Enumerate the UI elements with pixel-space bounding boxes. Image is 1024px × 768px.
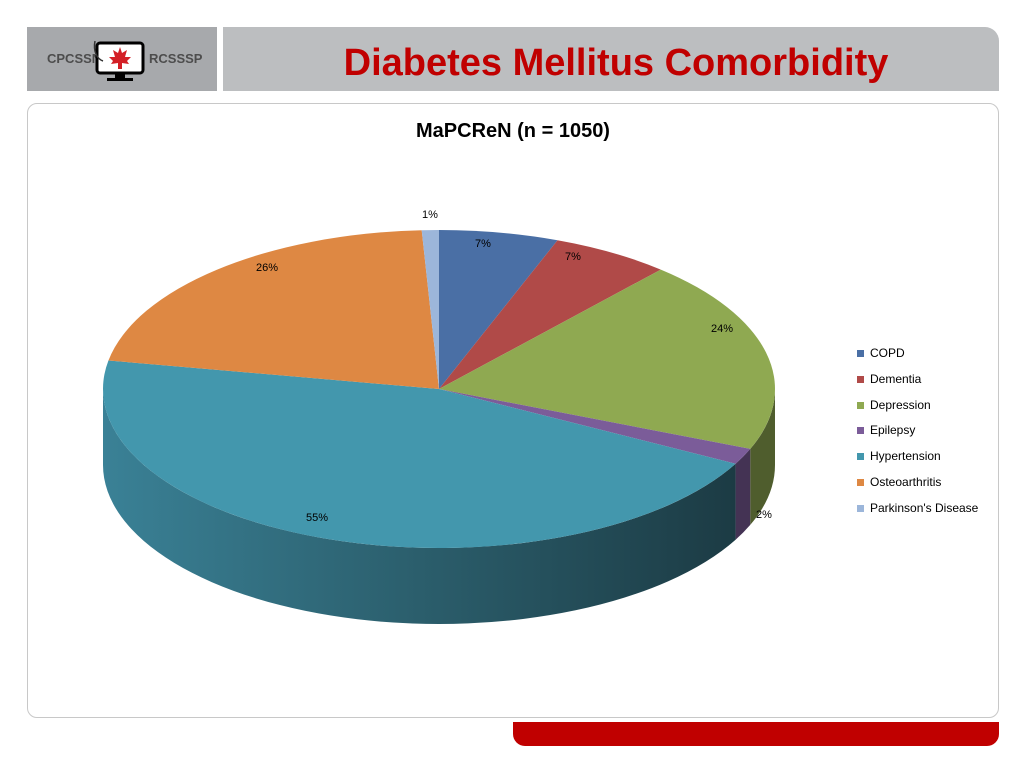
data-label-epilepsy: 2% bbox=[756, 509, 772, 521]
pie-slice-hypertension bbox=[102, 360, 736, 549]
pie-wall-hypertension bbox=[103, 389, 736, 625]
monitor-maple-leaf-icon bbox=[93, 40, 145, 81]
pie-slice-depression bbox=[439, 269, 775, 449]
data-label-depression: 24% bbox=[711, 323, 733, 335]
pie-slice-parkinson-s-disease bbox=[421, 230, 439, 389]
data-label-hypertension: 55% bbox=[306, 512, 328, 524]
slide-title: Diabetes Mellitus Comorbidity bbox=[343, 42, 889, 84]
pie-slice-dementia bbox=[439, 240, 661, 389]
legend-label: Parkinson's Disease bbox=[870, 500, 979, 515]
legend-label: Osteoarthritis bbox=[870, 474, 942, 489]
pie-wall-depression bbox=[750, 389, 775, 525]
chart-title: MaPCReN (n = 1050) bbox=[416, 120, 610, 142]
legend-label: Depression bbox=[870, 397, 931, 412]
legend-swatch bbox=[857, 375, 864, 383]
data-label-copd: 7% bbox=[475, 238, 491, 250]
legend-swatch bbox=[857, 401, 864, 409]
title-bar: Diabetes Mellitus Comorbidity bbox=[223, 27, 999, 91]
logo-right-text: RCSSSP bbox=[149, 51, 203, 66]
data-label-dementia: 7% bbox=[565, 251, 581, 263]
logo-left-text: CPCSSN bbox=[47, 51, 102, 66]
legend-swatch bbox=[857, 427, 864, 435]
legend-label: Dementia bbox=[870, 371, 922, 386]
legend-swatch bbox=[857, 453, 864, 461]
pie-slice-osteoarthritis bbox=[108, 230, 440, 389]
legend-swatch bbox=[857, 350, 864, 357]
pie-slice-copd bbox=[439, 230, 558, 389]
legend-label: Epilepsy bbox=[870, 423, 916, 438]
legend-label: COPD bbox=[870, 346, 905, 360]
legend-swatch bbox=[857, 504, 864, 512]
accent-bar bbox=[513, 722, 999, 746]
data-label-osteoarthritis: 26% bbox=[256, 262, 278, 274]
data-label-parkinson-s-disease: 1% bbox=[422, 209, 438, 221]
pie-wall-epilepsy bbox=[735, 448, 751, 540]
logo-panel: CPCSSN RCSSSP bbox=[27, 27, 217, 91]
legend-swatch bbox=[857, 478, 864, 486]
pie-slice-epilepsy bbox=[439, 389, 751, 464]
legend-label: Hypertension bbox=[870, 449, 941, 464]
